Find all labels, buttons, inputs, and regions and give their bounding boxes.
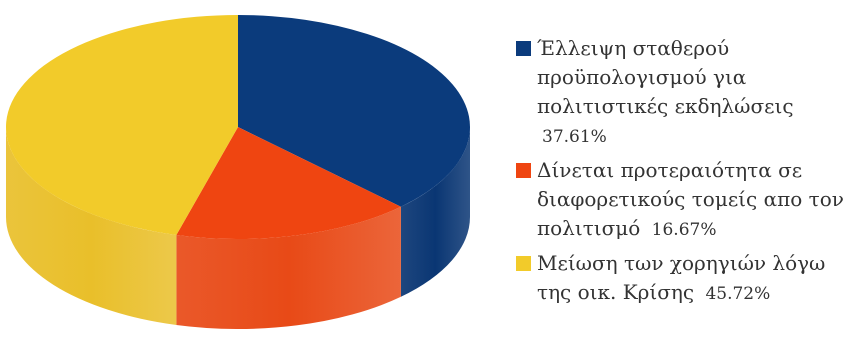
legend-label-2: Μείωση των χορηγιών λόγω της οικ. Κρίσης [537, 251, 826, 304]
pie-slice-2 [6, 15, 239, 235]
legend-value-0: 37.61% [542, 127, 607, 147]
legend-label-1: Δίνεται προτεραιότητα σε διαφορετικούς τ… [537, 158, 844, 240]
chart-legend: Έλλειψη σταθερού προϋπολογισμού για πολι… [514, 34, 859, 313]
legend-item-0: Έλλειψη σταθερού προϋπολογισμού για πολι… [514, 34, 859, 152]
legend-swatch-2 [516, 256, 531, 271]
legend-value-1: 16.67% [651, 220, 717, 240]
pie-slice-1 [176, 127, 401, 239]
legend-label-0: Έλλειψη σταθερού προϋπολογισμού για πολι… [537, 36, 794, 118]
pie-side-0 [400, 127, 470, 297]
legend-value-2: 45.72% [705, 284, 771, 304]
legend-swatch-1 [516, 163, 531, 178]
legend-item-1: Δίνεται προτεραιότητα σε διαφορετικούς τ… [514, 156, 859, 245]
legend-item-2: Μείωση των χορηγιών λόγω της οικ. Κρίσης… [514, 249, 859, 309]
pie-chart [5, 15, 470, 329]
pie-side-2 [5, 127, 177, 325]
legend-swatch-0 [516, 41, 531, 56]
pie-slice-0 [238, 15, 470, 207]
pie-side-1 [176, 206, 401, 329]
